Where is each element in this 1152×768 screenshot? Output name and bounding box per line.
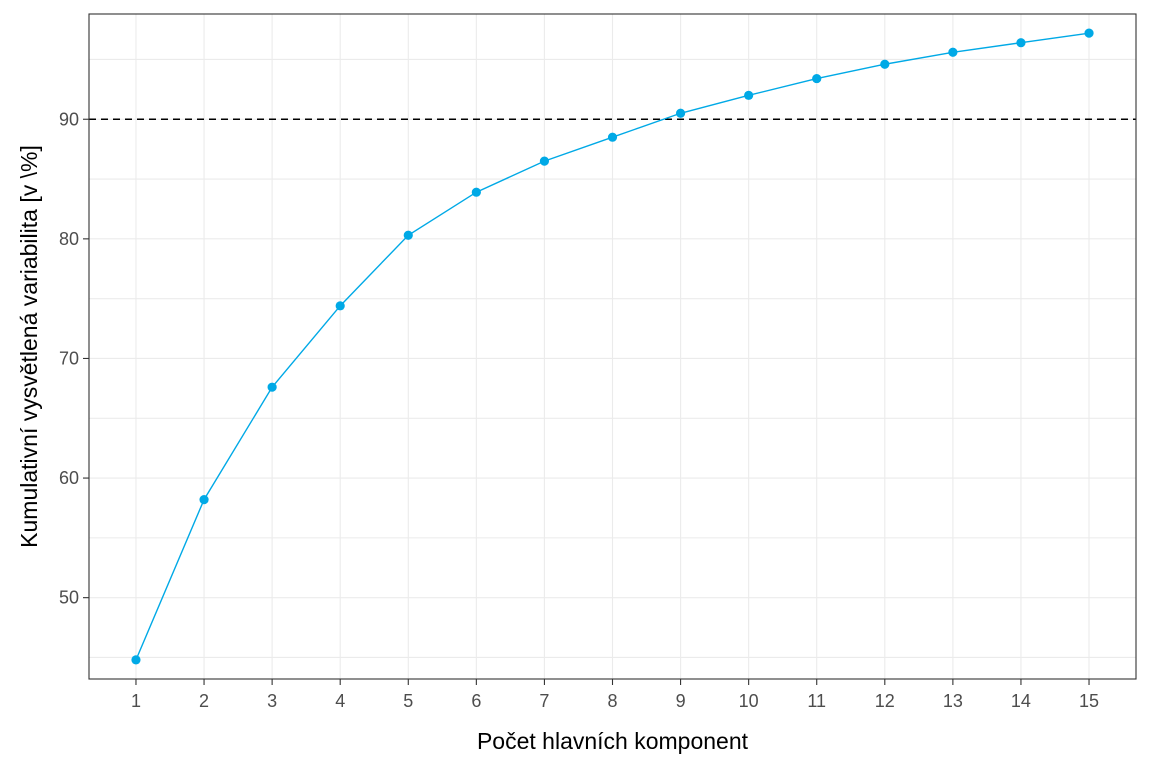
data-point	[948, 47, 958, 57]
data-point	[744, 90, 754, 100]
x-axis-title: Počet hlavních komponent	[477, 728, 749, 754]
x-tick-label: 3	[267, 691, 277, 711]
data-point	[812, 73, 822, 84]
data-point	[880, 59, 890, 69]
data-point	[131, 655, 141, 665]
x-tick-label: 2	[199, 691, 209, 711]
x-axis: 1 2 3 4 5 6 7 8 9 10 11 12 13 14 15	[131, 679, 1099, 711]
x-tick-label: 6	[471, 691, 481, 711]
x-tick-label: 14	[1011, 691, 1031, 711]
x-tick-label: 12	[875, 691, 895, 711]
y-tick-label: 80	[59, 229, 79, 249]
y-tick-label: 50	[59, 588, 79, 608]
data-point	[1016, 38, 1026, 48]
grid-lines	[89, 14, 1136, 679]
y-tick-label: 60	[59, 468, 79, 488]
data-point	[403, 230, 413, 240]
x-tick-label: 4	[335, 691, 345, 711]
data-point	[199, 494, 209, 505]
x-tick-label: 15	[1079, 691, 1099, 711]
data-point	[267, 382, 277, 392]
x-tick-label: 5	[403, 691, 413, 711]
y-tick-label: 70	[59, 348, 79, 368]
data-point	[1084, 28, 1094, 38]
data-point	[607, 132, 618, 142]
y-axis-title: Kumulativní vysvětlená variabilita [v \%…	[16, 145, 42, 548]
y-tick-label: 90	[59, 109, 79, 129]
x-tick-label: 11	[807, 691, 826, 711]
x-tick-label: 9	[676, 691, 686, 711]
y-axis: 50 60 70 80 90	[59, 109, 89, 608]
data-point	[539, 156, 550, 166]
x-tick-label: 1	[131, 691, 141, 711]
data-point	[335, 301, 345, 311]
data-point	[675, 108, 686, 118]
series-group	[131, 28, 1094, 665]
x-tick-label: 13	[943, 691, 963, 711]
x-tick-label: 10	[739, 691, 759, 711]
data-point	[471, 187, 481, 197]
x-tick-label: 8	[607, 691, 617, 711]
x-tick-label: 7	[539, 691, 549, 711]
